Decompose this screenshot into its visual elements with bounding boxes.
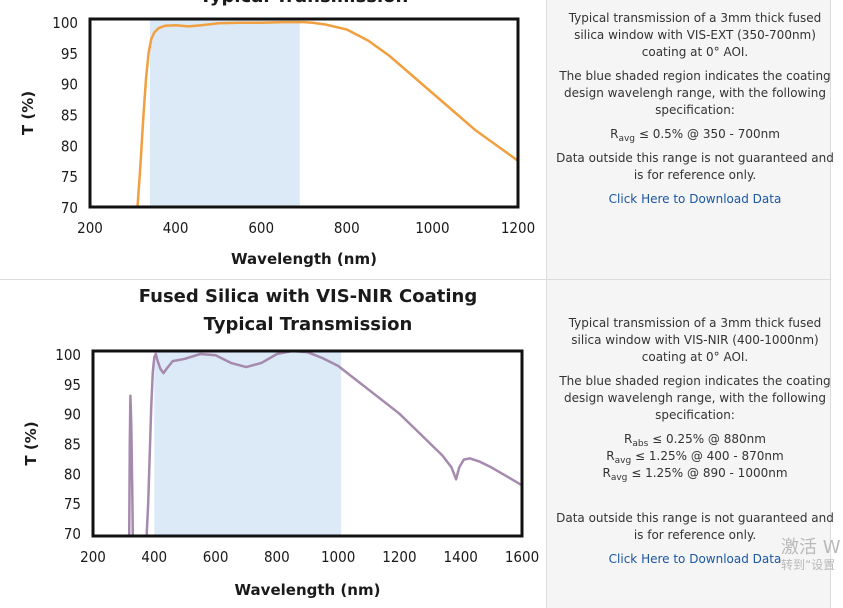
spec-symbol: R bbox=[602, 466, 611, 480]
watermark-line2: 转到“设置 bbox=[781, 558, 836, 572]
chart-subtitle: Typical Transmission bbox=[204, 314, 413, 335]
row-divider bbox=[0, 279, 831, 280]
spec-subscript: avg bbox=[610, 473, 628, 483]
activation-watermark: 激活 W 转到“设置 bbox=[781, 537, 843, 572]
x-tick-label: 800 bbox=[264, 548, 290, 566]
spec-symbol: R bbox=[610, 127, 619, 141]
spec-symbol: R bbox=[624, 432, 633, 446]
y-tick-label: 95 bbox=[64, 376, 81, 394]
x-axis-title: Wavelength (nm) bbox=[231, 250, 377, 268]
x-tick-label: 400 bbox=[141, 548, 167, 566]
plot-frame bbox=[88, 17, 520, 209]
spec-subscript: abs bbox=[632, 439, 649, 449]
spec-list: Ravg ≤ 0.5% @ 350 - 700nm bbox=[556, 126, 834, 144]
y-tick-label: 100 bbox=[52, 14, 78, 32]
chart-title: Typical Transmission bbox=[200, 0, 409, 7]
chart-title: Fused Silica with VIS-NIR Coating bbox=[139, 286, 477, 307]
x-tick-label: 600 bbox=[203, 548, 229, 566]
download-data-link[interactable]: Click Here to Download Data bbox=[608, 552, 782, 566]
chart-vis-nir-transmission: Fused Silica with VIS-NIR Coating Typical… bbox=[22, 286, 539, 599]
right-border bbox=[830, 0, 831, 608]
x-tick-label: 1600 bbox=[505, 548, 539, 566]
x-tick-label: 400 bbox=[163, 219, 189, 237]
x-tick-label: 1000 bbox=[321, 548, 355, 566]
spec-list: Rabs ≤ 0.25% @ 880nm Ravg ≤ 1.25% @ 400 … bbox=[556, 431, 834, 483]
spec-line: Ravg ≤ 1.25% @ 400 - 870nm bbox=[556, 448, 834, 466]
spec-value: ≤ 0.5% @ 350 - 700nm bbox=[638, 127, 780, 141]
x-tick-label: 1200 bbox=[382, 548, 416, 566]
x-axis-title: Wavelength (nm) bbox=[235, 581, 381, 599]
y-axis-title: T (%) bbox=[19, 91, 37, 135]
spec-subscript: avg bbox=[614, 456, 632, 466]
y-tick-label: 90 bbox=[64, 406, 81, 424]
description-vis-nir: Typical transmission of a 3mm thick fuse… bbox=[556, 315, 834, 568]
x-tick-label: 1000 bbox=[415, 219, 449, 237]
x-tick-label: 200 bbox=[80, 548, 106, 566]
y-tick-label: 75 bbox=[61, 168, 78, 186]
spec-symbol: R bbox=[606, 449, 615, 463]
y-tick-label: 85 bbox=[61, 107, 78, 125]
spec-subscript: avg bbox=[618, 134, 636, 144]
spec-line: Ravg ≤ 1.25% @ 890 - 1000nm bbox=[556, 465, 834, 483]
chart-vis-ext-transmission: Typical Transmission 200 400 600 800 1000 1200… bbox=[19, 0, 535, 268]
y-tick-label: 80 bbox=[64, 465, 81, 483]
y-axis-title: T (%) bbox=[22, 421, 40, 465]
description-text-shaded: The blue shaded region indicates the coa… bbox=[559, 69, 831, 117]
description-text-disclaimer: Data outside this range is not guarantee… bbox=[556, 151, 834, 182]
description-text-intro: Typical transmission of a 3mm thick fuse… bbox=[568, 316, 822, 364]
plot-frame bbox=[91, 349, 524, 538]
transmission-line-0 bbox=[127, 394, 135, 536]
description-text-disclaimer: Data outside this range is not guarantee… bbox=[556, 511, 834, 542]
y-tick-label: 70 bbox=[64, 525, 81, 543]
y-tick-label: 85 bbox=[64, 436, 81, 454]
transmission-line-0 bbox=[136, 20, 518, 207]
y-tick-label: 100 bbox=[55, 346, 81, 364]
spec-value: ≤ 1.25% @ 890 - 1000nm bbox=[631, 466, 788, 480]
spec-value: ≤ 0.25% @ 880nm bbox=[652, 432, 766, 446]
download-data-link[interactable]: Click Here to Download Data bbox=[608, 192, 782, 206]
column-divider bbox=[546, 0, 547, 608]
x-tick-label: 800 bbox=[334, 219, 360, 237]
description-text-intro: Typical transmission of a 3mm thick fuse… bbox=[568, 11, 822, 59]
y-tick-label: 70 bbox=[61, 199, 78, 217]
spec-value: ≤ 1.25% @ 400 - 870nm bbox=[635, 449, 784, 463]
spec-line: Rabs ≤ 0.25% @ 880nm bbox=[556, 431, 834, 449]
x-tick-label: 1200 bbox=[501, 219, 535, 237]
spec-line: Ravg ≤ 0.5% @ 350 - 700nm bbox=[556, 126, 834, 144]
description-text-shaded: The blue shaded region indicates the coa… bbox=[559, 374, 831, 422]
y-tick-label: 90 bbox=[61, 76, 78, 94]
x-tick-label: 1400 bbox=[444, 548, 478, 566]
coating-design-range bbox=[149, 19, 300, 207]
y-tick-label: 80 bbox=[61, 137, 78, 155]
y-tick-label: 95 bbox=[61, 45, 78, 63]
x-tick-label: 200 bbox=[77, 219, 103, 237]
x-tick-label: 600 bbox=[248, 219, 274, 237]
description-cell-background bbox=[547, 0, 830, 608]
description-vis-ext: Typical transmission of a 3mm thick fuse… bbox=[556, 10, 834, 208]
y-tick-label: 75 bbox=[64, 495, 81, 513]
coating-design-range bbox=[154, 351, 342, 536]
watermark-line1: 激活 W bbox=[781, 537, 841, 558]
